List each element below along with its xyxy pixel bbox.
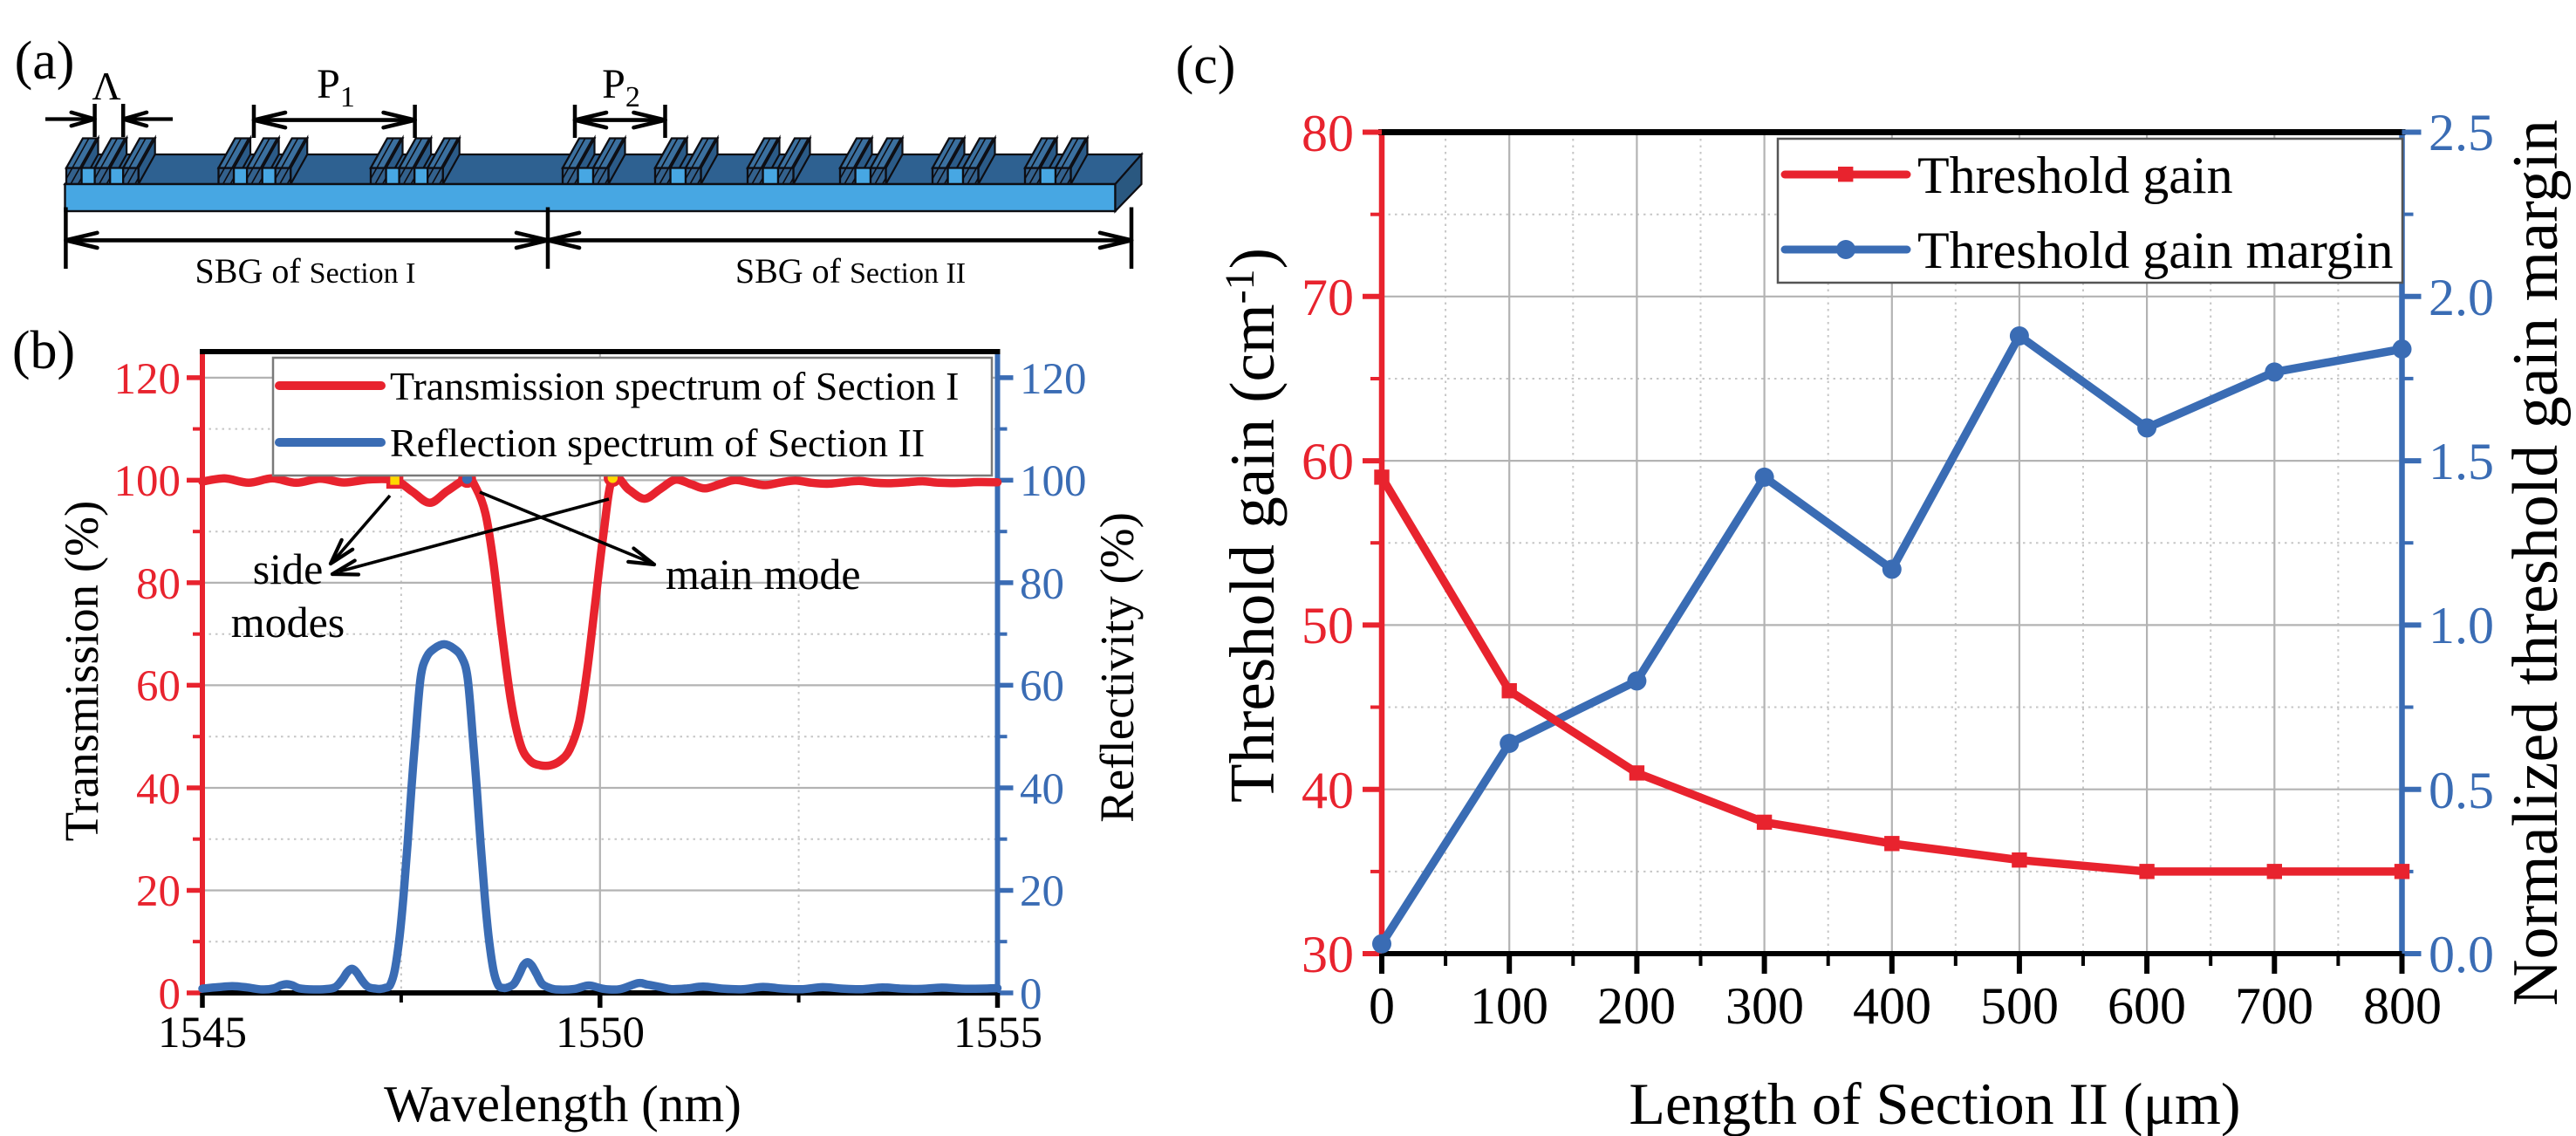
svg-text:(a): (a) (15, 31, 75, 91)
svg-text:20: 20 (1020, 867, 1064, 916)
svg-text:Wavelength (nm): Wavelength (nm) (384, 1075, 741, 1133)
svg-text:20: 20 (136, 867, 181, 916)
svg-text:600: 600 (2108, 977, 2186, 1035)
svg-text:(b): (b) (12, 321, 75, 380)
svg-text:Λ: Λ (92, 64, 120, 108)
svg-text:1555: 1555 (953, 1009, 1042, 1057)
svg-text:1550: 1550 (556, 1009, 645, 1057)
svg-text:80: 80 (1302, 105, 1354, 162)
svg-text:Transmission (%): Transmission (%) (55, 501, 108, 842)
svg-text:1545: 1545 (158, 1009, 247, 1057)
svg-text:100: 100 (114, 457, 181, 506)
svg-text:0.5: 0.5 (2429, 762, 2494, 819)
svg-text:120: 120 (114, 355, 181, 404)
svg-text:Length of Section II (μm): Length of Section II (μm) (1629, 1071, 2240, 1136)
svg-text:modes: modes (231, 598, 345, 647)
svg-text:200: 200 (1597, 977, 1676, 1035)
svg-text:Reflectivity (%): Reflectivity (%) (1090, 512, 1144, 823)
svg-text:100: 100 (1470, 977, 1548, 1035)
svg-text:80: 80 (136, 560, 181, 609)
svg-text:60: 60 (1020, 662, 1064, 711)
svg-text:40: 40 (1020, 765, 1064, 814)
svg-text:500: 500 (1980, 977, 2059, 1035)
svg-text:40: 40 (1302, 762, 1354, 819)
svg-text:(c): (c) (1176, 36, 1236, 95)
svg-text:2.5: 2.5 (2429, 104, 2494, 161)
svg-text:side: side (253, 544, 324, 593)
svg-text:SBG of Section I: SBG of Section I (195, 251, 416, 291)
svg-text:0: 0 (1020, 970, 1042, 1019)
svg-text:60: 60 (136, 662, 181, 711)
svg-text:main mode: main mode (666, 550, 861, 599)
svg-text:50: 50 (1302, 597, 1354, 654)
svg-text:30: 30 (1302, 926, 1354, 983)
svg-text:Reflection spectrum of Section: Reflection spectrum of Section II (390, 421, 925, 465)
svg-text:300: 300 (1725, 977, 1804, 1035)
svg-text:SBG of Section II: SBG of Section II (735, 251, 966, 291)
svg-text:Threshold gain (cm-1): Threshold gain (cm-1) (1217, 248, 1288, 803)
svg-text:60: 60 (1302, 433, 1354, 490)
svg-text:1.5: 1.5 (2429, 433, 2494, 490)
svg-text:70: 70 (1302, 269, 1354, 326)
svg-text:Transmission spectrum of Secti: Transmission spectrum of Section I (390, 364, 960, 408)
svg-text:40: 40 (136, 765, 181, 814)
svg-text:120: 120 (1020, 355, 1087, 404)
svg-text:Normalized threshold gain marg: Normalized threshold gain margin (2500, 120, 2572, 1006)
svg-text:1.0: 1.0 (2429, 597, 2494, 654)
svg-text:400: 400 (1853, 977, 1931, 1035)
svg-text:0: 0 (159, 970, 181, 1019)
svg-text:700: 700 (2235, 977, 2313, 1035)
svg-text:100: 100 (1020, 457, 1087, 506)
svg-text:0: 0 (1369, 977, 1395, 1035)
svg-text:80: 80 (1020, 560, 1064, 609)
svg-text:800: 800 (2363, 977, 2442, 1035)
svg-text:0.0: 0.0 (2429, 926, 2494, 983)
svg-text:Threshold gain: Threshold gain (1917, 147, 2233, 204)
svg-text:2.0: 2.0 (2429, 269, 2494, 326)
svg-text:Threshold gain margin: Threshold gain margin (1917, 222, 2393, 279)
